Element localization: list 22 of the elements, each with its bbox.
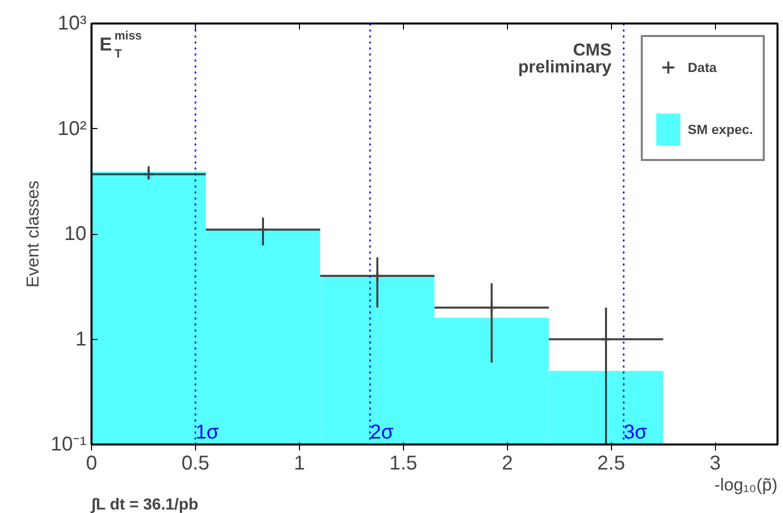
text: ∫L dt = 36.1/pb xyxy=(90,496,199,513)
annotation: CMS xyxy=(572,40,612,60)
ref-line-label: 3σ xyxy=(624,422,648,444)
x-tick-label: 3 xyxy=(710,452,721,474)
y-tick-label: 10² xyxy=(58,118,87,140)
x-tick-label: 1 xyxy=(294,452,305,474)
y-tick-label: 10⁻¹ xyxy=(50,434,87,456)
y-tick-label: 1 xyxy=(75,328,86,350)
y-tick-label: 10³ xyxy=(58,12,87,34)
y-axis-title: Event classes xyxy=(22,180,43,288)
ref-line-label: 2σ xyxy=(370,422,394,444)
y-tick-label: 10 xyxy=(64,223,87,245)
legend-label: Data xyxy=(688,60,717,74)
x-tick-label: 0.5 xyxy=(182,452,210,474)
x-tick-label: 2.5 xyxy=(597,452,626,474)
x-tick-label: 2 xyxy=(502,452,513,474)
x-tick-label: 1.5 xyxy=(389,452,418,474)
annotation: preliminary xyxy=(518,56,612,76)
legend-label: SM expec. xyxy=(688,122,753,136)
x-tick-label: 0 xyxy=(86,452,98,474)
x-axis-title: -log₁₀(p̃) xyxy=(714,474,778,494)
ref-line-label: 1σ xyxy=(195,422,220,444)
